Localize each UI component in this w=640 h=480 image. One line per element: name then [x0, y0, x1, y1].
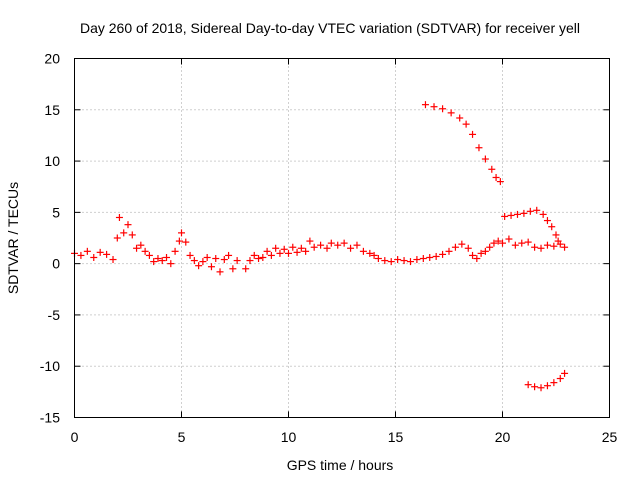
y-tick-label: 20	[44, 51, 60, 67]
x-tick-label: 25	[602, 429, 618, 445]
y-tick-label: 0	[52, 256, 60, 272]
x-tick-label: 5	[178, 429, 186, 445]
series-3	[524, 369, 569, 392]
y-tick-label: 10	[44, 153, 60, 169]
series-1	[421, 101, 504, 186]
y-tick-label: -15	[40, 410, 60, 426]
series-2	[501, 206, 562, 245]
x-tick-label: 15	[388, 429, 404, 445]
tick-layer: 0 5 10 15 20 25 -15 -10 -5 0 5 10 15 20	[40, 51, 618, 446]
y-axis-label: SDTVAR / TECUs	[5, 182, 21, 294]
y-tick-label: 15	[44, 102, 60, 118]
points-layer	[71, 101, 569, 392]
x-tick-label: 0	[71, 429, 79, 445]
y-tick-label: -10	[40, 358, 60, 374]
plot-frame	[74, 58, 610, 418]
x-tick-label: 10	[281, 429, 297, 445]
series-0	[71, 213, 569, 276]
x-tick-label: 20	[495, 429, 511, 445]
chart-title: Day 260 of 2018, Sidereal Day-to-day VTE…	[80, 20, 580, 36]
y-tick-label: -5	[48, 307, 61, 323]
grid-layer	[74, 58, 610, 418]
x-axis-label: GPS time / hours	[287, 457, 394, 473]
y-tick-label: 5	[52, 204, 60, 220]
